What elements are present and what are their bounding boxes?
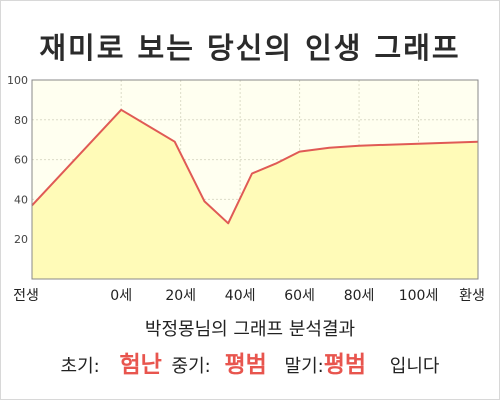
x-tick-label: 80세 bbox=[344, 288, 375, 304]
x-tick-label: 전생 bbox=[13, 288, 39, 304]
summary-title: 박정몽님의 그래프 분석결과 bbox=[144, 319, 356, 340]
y-tick-label: 100 bbox=[7, 74, 28, 87]
x-tick-label: 0세 bbox=[110, 288, 132, 304]
plot-border bbox=[31, 79, 479, 280]
x-axis: 전생 0세 20세 40세 60세 80세 100세 환생 bbox=[13, 288, 485, 304]
mid-label: 중기: bbox=[171, 356, 211, 377]
mid-value: 평범 bbox=[224, 352, 267, 378]
y-tick-label: 80 bbox=[14, 114, 28, 127]
early-label: 초기: bbox=[60, 356, 100, 377]
x-tick-label: 40세 bbox=[225, 288, 256, 304]
result-line: 초기: 험난 중기: 평범 말기:평범 입니다 bbox=[0, 348, 500, 384]
x-tick-label: 20세 bbox=[165, 288, 196, 304]
y-tick-label: 20 bbox=[14, 233, 28, 246]
x-tick-label: 100세 bbox=[399, 288, 439, 304]
page-title: 재미로 보는 당신의 인생 그래프 bbox=[39, 31, 461, 65]
x-tick-label: 환생 bbox=[459, 288, 485, 304]
series-line bbox=[31, 108, 479, 225]
ending-text: 입니다 bbox=[389, 356, 440, 377]
early-value: 험난 bbox=[119, 352, 162, 378]
area-fill bbox=[32, 109, 478, 279]
y-axis: 20 40 60 80 100 bbox=[7, 74, 28, 246]
late-label: 말기: bbox=[284, 356, 324, 377]
y-tick-label: 40 bbox=[14, 193, 28, 206]
y-tick-label: 60 bbox=[14, 154, 28, 167]
late-value: 평범 bbox=[323, 352, 367, 378]
x-tick-label: 60세 bbox=[284, 288, 315, 304]
life-graph-chart: 20 40 60 80 100 전생 0세 20세 40세 60세 80세 100세 환생 bbox=[7, 74, 485, 304]
